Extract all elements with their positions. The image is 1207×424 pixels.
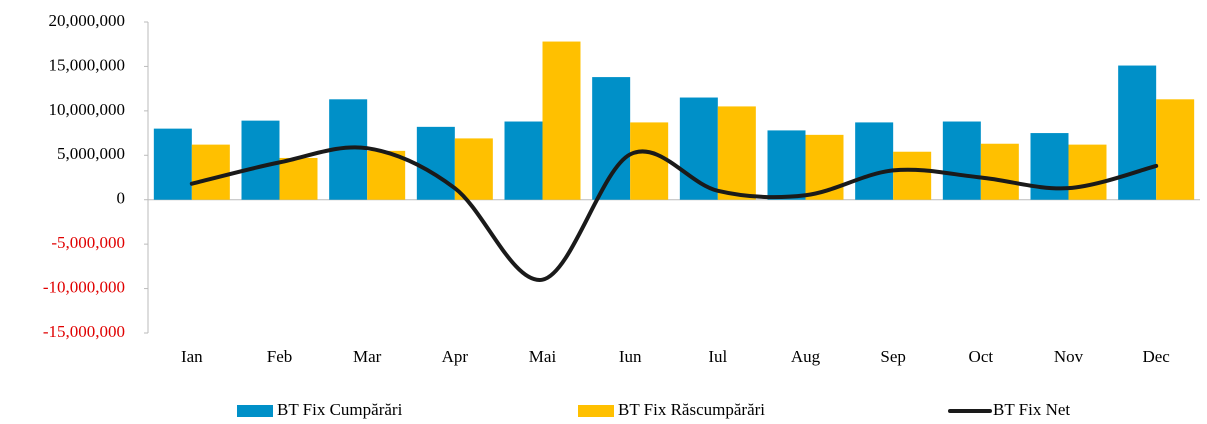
bar [153,128,192,200]
bar [630,122,669,200]
bar [191,144,230,200]
x-tick-label: Oct [969,347,994,366]
bar [855,122,894,200]
y-tick-label: 20,000,000 [49,11,126,30]
bar [767,130,806,200]
x-tick-label: Iun [619,347,642,366]
bar [592,77,631,200]
bar [241,120,280,200]
y-tick-label: -10,000,000 [43,277,125,296]
legend-label: BT Fix Cumpărări [277,400,403,419]
bar [504,121,543,200]
y-tick-label: 15,000,000 [49,55,126,74]
legend-label: BT Fix Net [993,400,1070,419]
bar [454,138,493,200]
bar [1118,65,1157,200]
legend-swatch [237,405,273,417]
bar [942,121,981,200]
y-tick-label: -15,000,000 [43,322,125,341]
x-tick-label: Mar [353,347,382,366]
bar [1156,99,1195,200]
bar [1068,144,1107,200]
bar [717,106,756,200]
legend-label: BT Fix Răscumpărări [618,400,765,419]
x-tick-label: Mai [529,347,557,366]
legend-swatch [578,405,614,417]
x-tick-label: Iul [708,347,727,366]
bar [542,41,581,200]
x-tick-label: Dec [1142,347,1170,366]
y-tick-label: 10,000,000 [49,100,126,119]
x-tick-label: Nov [1054,347,1084,366]
x-tick-label: Aug [791,347,821,366]
bar [980,143,1019,200]
bar [416,126,455,200]
y-tick-label: 0 [117,189,126,208]
bar [893,151,932,200]
y-tick-label: -5,000,000 [51,233,125,252]
x-tick-label: Ian [181,347,203,366]
bar [367,150,406,200]
net-line [189,145,1159,282]
x-tick-label: Apr [442,347,469,366]
bar [279,157,318,200]
x-tick-label: Feb [267,347,293,366]
y-tick-label: 5,000,000 [57,144,125,163]
x-tick-label: Sep [880,347,906,366]
